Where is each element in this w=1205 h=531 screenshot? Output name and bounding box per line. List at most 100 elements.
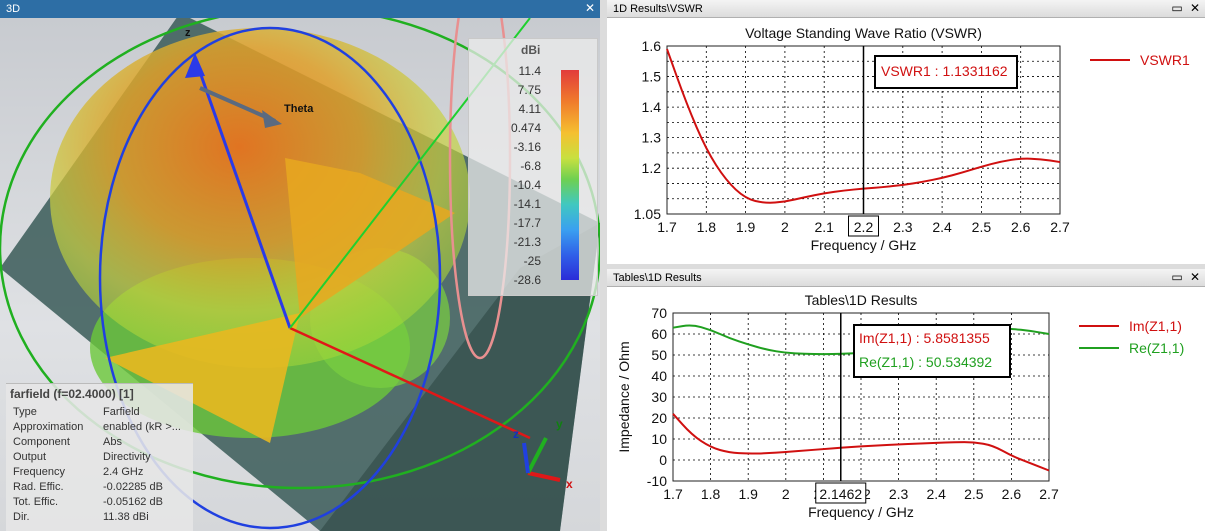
antenna-patch-lower [105, 313, 300, 443]
x-tick-label: 2.4 [932, 219, 952, 235]
info-value: -0.02285 dB [103, 481, 163, 493]
vswr-chart[interactable]: Voltage Standing Wave Ratio (VSWR) 1.7 1.8… [607, 18, 1205, 264]
tables-panel: Tables\1D Results ▭ ✕ Tables\1D Results 1… [607, 269, 1205, 531]
maximize-icon[interactable]: ▭ [1171, 1, 1183, 15]
info-value: enabled (kR >... [103, 421, 181, 433]
info-key: Tot. Effic. [13, 496, 59, 508]
legend-tick: -25 [523, 254, 541, 268]
x-tick-label: 2 [782, 486, 790, 502]
y-tick-label: 50 [651, 347, 667, 363]
x-axis-label: Frequency / GHz [808, 504, 914, 520]
info-title: farfield (f=02.4000) [1] [10, 387, 134, 401]
info-key: Dir. [13, 511, 30, 523]
farfield-3d-viewport[interactable]: z Theta x y z dBi 11.4 7.75 4.11 0.474 -3.16… [0, 18, 600, 531]
legend-tick: -21.3 [513, 235, 541, 249]
legend-label: Re(Z1,1) [1129, 340, 1184, 356]
x-tick-label: 2.1 [814, 219, 834, 235]
info-value: 2.4 GHz [103, 466, 144, 478]
close-icon[interactable]: ✕ [1189, 270, 1201, 284]
y-tick-label: 1.2 [642, 160, 662, 176]
vswr-titlebar[interactable]: 1D Results\VSWR ▭ ✕ [607, 0, 1205, 18]
y-tick-label: 20 [651, 410, 667, 426]
x-tick-label: 1.8 [701, 486, 721, 502]
x-tick-label: 2 [781, 219, 789, 235]
legend-tick: -17.7 [513, 216, 541, 230]
farfield-info-box: farfield (f=02.4000) [1] Type Farfield App… [6, 383, 193, 531]
marker-value: 2.2 [854, 219, 874, 235]
marker-box[interactable] [848, 215, 879, 237]
x-tick-label: 2.7 [1050, 219, 1070, 235]
legend-tick: 4.11 [518, 102, 541, 116]
close-icon[interactable]: ✕ [1189, 1, 1201, 15]
view3d-titlebar[interactable]: 3D ✕ [0, 0, 600, 18]
marker-box[interactable] [815, 482, 867, 504]
vswr-tab-title: 1D Results\VSWR [613, 3, 703, 15]
info-key: Component [13, 436, 70, 448]
info-value: 11.38 dBi [103, 511, 149, 523]
maximize-icon[interactable]: ▭ [1171, 270, 1183, 284]
x-tick-label: 1.8 [697, 219, 717, 235]
y-tick-label: 40 [651, 368, 667, 384]
y-tick-label: 1.5 [642, 69, 662, 85]
y-tick-label: 1.3 [642, 130, 662, 146]
triad-z-label: z [513, 427, 519, 441]
legend-tick: -3.16 [513, 140, 541, 154]
x-tick-label: 1.9 [738, 486, 758, 502]
info-key: Frequency [13, 466, 65, 478]
x-tick-label: 2.7 [1039, 486, 1059, 502]
y-tick-label: 10 [651, 431, 667, 447]
y-tick-label: 30 [651, 389, 667, 405]
y-tick-label: 1.4 [642, 99, 662, 115]
x-tick-label: 2.4 [926, 486, 946, 502]
impedance-chart[interactable]: Tables\1D Results1.71.81.922.12.22.32.42… [607, 287, 1205, 531]
triad-y-label: y [556, 417, 563, 431]
info-key: Output [13, 451, 47, 463]
legend-tick: 11.4 [518, 64, 541, 78]
y-tick-label: 1.05 [634, 206, 661, 222]
view3d-panel: 3D ✕ [0, 0, 600, 531]
chart-title: Voltage Standing Wave Ratio (VSWR) [745, 25, 982, 41]
x-tick-label: 1.7 [657, 219, 677, 235]
annotation-text: VSWR1 : 1.1331162 [881, 63, 1008, 79]
axis-triad [522, 437, 561, 482]
info-value: Abs [103, 436, 122, 448]
legend-tick: 7.75 [517, 83, 541, 97]
farfield-pattern-graphic: z Theta x y z [0, 18, 600, 531]
annotation-box [853, 324, 1011, 378]
tables-titlebar[interactable]: Tables\1D Results ▭ ✕ [607, 269, 1205, 287]
x-tick-label: 2.6 [1002, 486, 1022, 502]
tables-tab-title: Tables\1D Results [613, 272, 702, 284]
info-value: -0.05162 dB [103, 496, 163, 508]
annotation-text: Re(Z1,1) : 50.534392 [859, 354, 992, 370]
radiation-lobe [50, 28, 470, 368]
color-scale-bar [561, 70, 579, 280]
y-tick-label: 60 [651, 326, 667, 342]
legend-tick: -6.8 [520, 159, 541, 173]
theta-label: Theta [284, 103, 314, 115]
x-tick-label: 1.7 [663, 486, 683, 502]
y-tick-label: 0 [659, 452, 667, 468]
x-axis-label: Frequency / GHz [811, 237, 917, 253]
chart-title: Tables\1D Results [805, 292, 918, 308]
legend-tick: 0.474 [510, 121, 541, 135]
view3d-tab-title: 3D [6, 3, 21, 15]
x-tick-label: 2.6 [1011, 219, 1031, 235]
annotation-text: Im(Z1,1) : 5.8581355 [859, 330, 990, 346]
annotation-box [874, 55, 1018, 89]
info-key: Rad. Effic. [13, 481, 64, 493]
x-tick-label: 2.5 [964, 486, 984, 502]
legend-tick: -14.1 [513, 197, 541, 211]
legend-unit: dBi [521, 43, 541, 57]
close-icon[interactable]: ✕ [584, 1, 596, 15]
x-tick-label: 2.3 [893, 219, 913, 235]
z-axis-label: z [185, 27, 191, 39]
legend-label: Im(Z1,1) [1129, 318, 1182, 334]
y-tick-label: 70 [651, 305, 667, 321]
marker-value: 2.1462 [819, 486, 862, 502]
info-value: Farfield [103, 406, 140, 418]
series-line-vswr1 [666, 48, 1061, 204]
y-axis-label: Impedance / Ohm [616, 341, 632, 452]
info-key: Approximation [13, 421, 84, 433]
y-tick-label: -10 [647, 473, 667, 489]
info-value: Directivity [103, 451, 151, 463]
